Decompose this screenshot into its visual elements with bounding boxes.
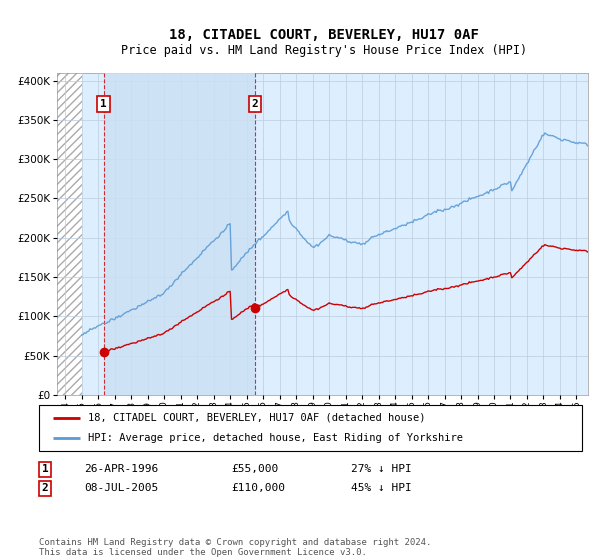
FancyBboxPatch shape	[39, 405, 582, 451]
Text: 26-APR-1996: 26-APR-1996	[84, 464, 158, 474]
Text: 1: 1	[41, 464, 49, 474]
Text: 45% ↓ HPI: 45% ↓ HPI	[351, 483, 412, 493]
Text: £55,000: £55,000	[231, 464, 278, 474]
Text: 27% ↓ HPI: 27% ↓ HPI	[351, 464, 412, 474]
Text: 18, CITADEL COURT, BEVERLEY, HU17 0AF: 18, CITADEL COURT, BEVERLEY, HU17 0AF	[169, 28, 479, 42]
Text: 18, CITADEL COURT, BEVERLEY, HU17 0AF (detached house): 18, CITADEL COURT, BEVERLEY, HU17 0AF (d…	[88, 413, 425, 423]
Text: 2: 2	[41, 483, 49, 493]
Text: £110,000: £110,000	[231, 483, 285, 493]
Text: 2: 2	[252, 99, 259, 109]
Text: 1: 1	[100, 99, 107, 109]
Text: Price paid vs. HM Land Registry's House Price Index (HPI): Price paid vs. HM Land Registry's House …	[121, 44, 527, 57]
Bar	[57, 73, 82, 395]
Bar	[104, 73, 255, 395]
Text: Contains HM Land Registry data © Crown copyright and database right 2024.
This d: Contains HM Land Registry data © Crown c…	[39, 538, 431, 557]
Bar	[57, 73, 82, 395]
Text: 08-JUL-2005: 08-JUL-2005	[84, 483, 158, 493]
Text: HPI: Average price, detached house, East Riding of Yorkshire: HPI: Average price, detached house, East…	[88, 433, 463, 443]
